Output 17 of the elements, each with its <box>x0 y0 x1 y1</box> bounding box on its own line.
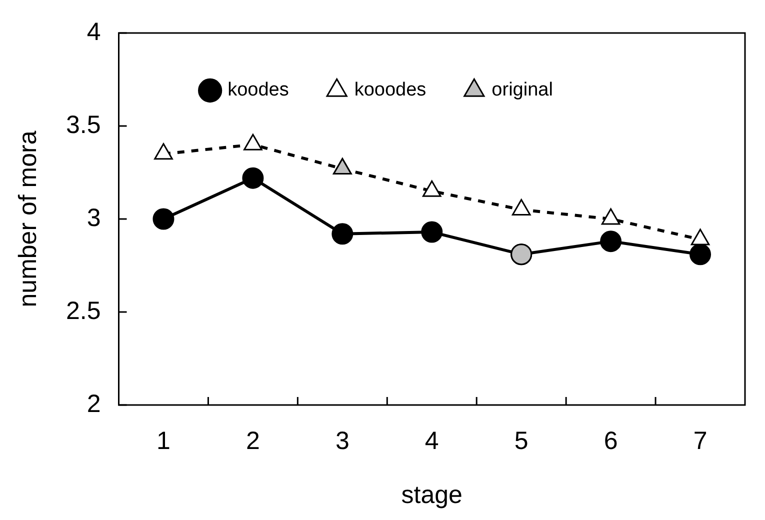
legend-label: kooodes <box>354 80 426 101</box>
y-tick-label: 2 <box>86 390 101 418</box>
y-tick-label: 2.5 <box>66 296 101 325</box>
y-tick-label: 3.5 <box>66 110 101 139</box>
x-tick-label: 2 <box>246 426 260 455</box>
x-tick-label: 6 <box>604 426 618 455</box>
legend-label: original <box>492 80 553 101</box>
x-axis-title: stage <box>401 480 462 509</box>
x-tick-label: 1 <box>156 426 170 455</box>
y-axis-title: number of mora <box>14 130 42 308</box>
legend-label: koodes <box>228 80 289 101</box>
x-tick-label: 7 <box>693 426 708 455</box>
x-tick-label: 5 <box>514 426 528 455</box>
x-tick-label: 3 <box>335 426 350 455</box>
y-tick-label: 4 <box>86 18 101 46</box>
y-tick-label: 3 <box>86 204 101 232</box>
x-tick-label: 4 <box>424 426 439 455</box>
